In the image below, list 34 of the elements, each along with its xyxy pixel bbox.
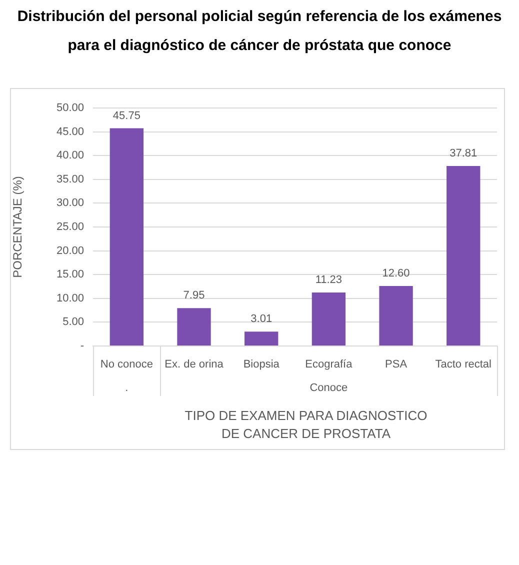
x-tick-label: Ex. de orina [164, 358, 224, 371]
bar [379, 286, 413, 346]
bar [110, 128, 144, 346]
text: Conoce [310, 382, 348, 394]
bar [244, 332, 278, 346]
data-label: 12.60 [382, 268, 410, 280]
y-tick-label: 35.00 [56, 173, 84, 186]
bar [446, 166, 480, 346]
y-tick-label: 20.00 [56, 244, 84, 257]
chart-title: Distribución del personal policial según referencia de los exámenes para el diagnóstico de cáncer de próstata que conoce [16, 7, 503, 56]
x-tick-label: Tacto rectal [435, 358, 492, 371]
data-label: 3.01 [250, 313, 272, 326]
data-label: 11.23 [315, 274, 342, 286]
y-tick-label: 45.00 [56, 126, 84, 138]
bar [177, 308, 211, 346]
y-tick-label: 25.00 [56, 221, 84, 234]
x-tick-label: PSA [385, 358, 408, 371]
y-tick-label: 50.00 [56, 102, 84, 114]
text: . [125, 382, 128, 394]
y-tick-label: - [80, 340, 84, 352]
data-label: 7.95 [183, 290, 205, 302]
y-tick-label: 15.00 [56, 268, 84, 281]
y-tick-label: 10.00 [56, 292, 84, 304]
y-tick-label: 40.00 [56, 150, 84, 162]
y-tick-label: 30.00 [56, 197, 84, 210]
data-label: 37.81 [450, 148, 478, 160]
x-tick-label: Ecografía [305, 358, 354, 371]
x-tick-label: No conoce [100, 358, 153, 371]
x-axis-title: TIPO DE EXAMEN PARA DIAGNOSTICO DE CANCER DE PROSTATA [184, 407, 428, 443]
bar [312, 292, 346, 346]
y-axis-title: PORCENTAJE (%) [10, 176, 25, 278]
y-tick-label: 5.00 [62, 316, 84, 328]
x-tick-label: Biopsia [243, 358, 280, 371]
data-label: 45.75 [112, 110, 140, 122]
